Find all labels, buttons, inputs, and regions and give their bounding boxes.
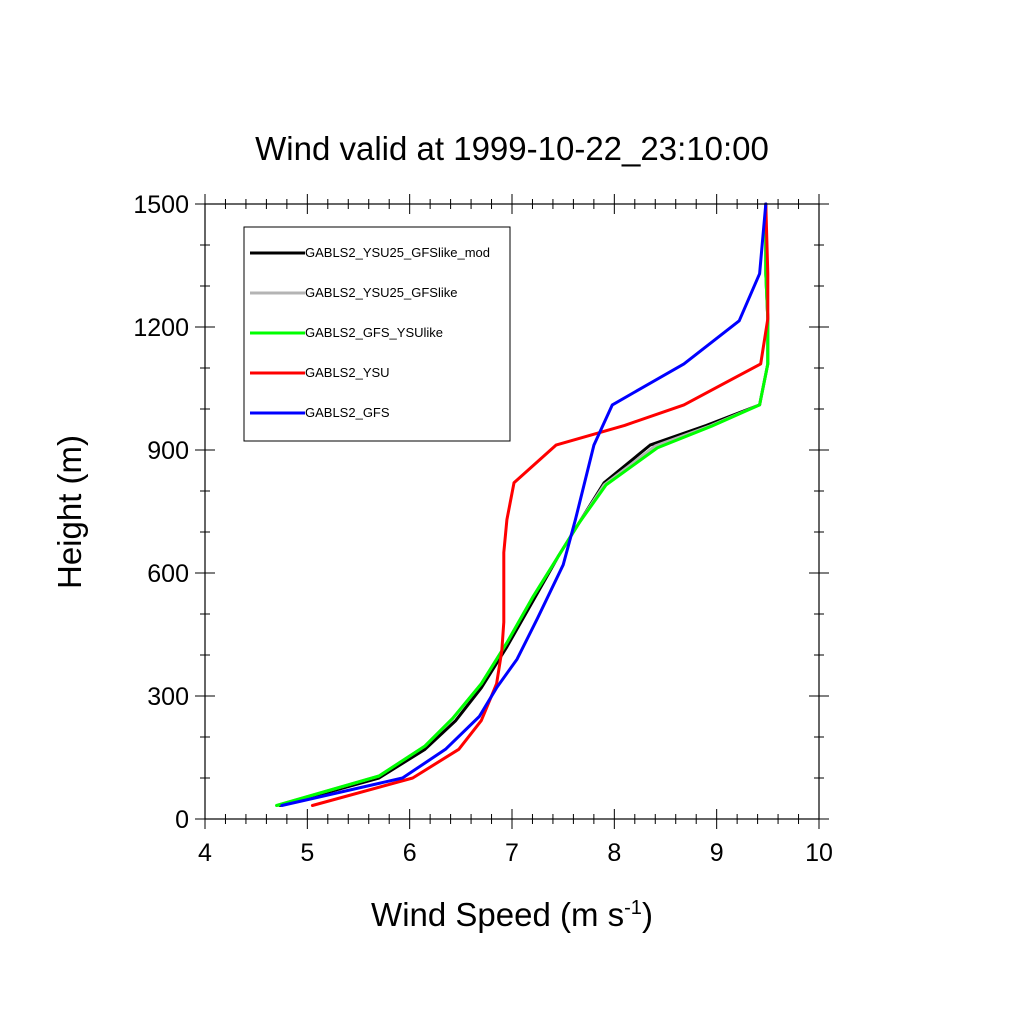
series-line-4 [310, 202, 770, 807]
x-tick-label: 6 [403, 839, 417, 867]
x-axis-title-superscript: -1 [624, 897, 642, 919]
x-axis-title-tail: ) [642, 896, 653, 933]
x-axis-title-main: Wind Speed (m s [371, 896, 624, 933]
y-tick-label: 1200 [133, 314, 189, 342]
legend-label-1: GABLS2_YSU25_GFSlike_mod [305, 245, 490, 260]
axis-ticks: 4 5 6 7 8 9 10 0 300 600 900 1200 1500 [133, 191, 833, 867]
x-tick-label: 9 [710, 839, 724, 867]
y-axis-title: Height (m) [51, 435, 88, 589]
x-tick-label: 10 [805, 839, 833, 867]
chart-title: Wind valid at 1999-10-22_23:10:00 [255, 130, 769, 167]
y-tick-label: 600 [147, 560, 189, 588]
y-tick-label: 0 [175, 806, 189, 834]
series-line-5 [280, 202, 768, 807]
legend-label-4: GABLS2_YSU [305, 365, 390, 380]
x-tick-label: 4 [198, 839, 212, 867]
series-line-3 [275, 202, 770, 807]
legend-label-3: GABLS2_GFS_YSUlike [305, 325, 443, 340]
plot-lines [275, 202, 770, 807]
legend-label-5: GABLS2_GFS [305, 405, 390, 420]
x-tick-label: 7 [505, 839, 519, 867]
x-tick-label: 8 [607, 839, 621, 867]
y-tick-label: 1500 [133, 191, 189, 219]
legend-label-2: GABLS2_YSU25_GFSlike [305, 285, 457, 300]
y-tick-label: 300 [147, 683, 189, 711]
y-tick-label: 900 [147, 437, 189, 465]
x-axis-title: Wind Speed (m s-1) [371, 896, 653, 933]
legend: GABLS2_YSU25_GFSlike_mod GABLS2_YSU25_GFS… [243, 226, 511, 442]
x-tick-label: 5 [300, 839, 314, 867]
